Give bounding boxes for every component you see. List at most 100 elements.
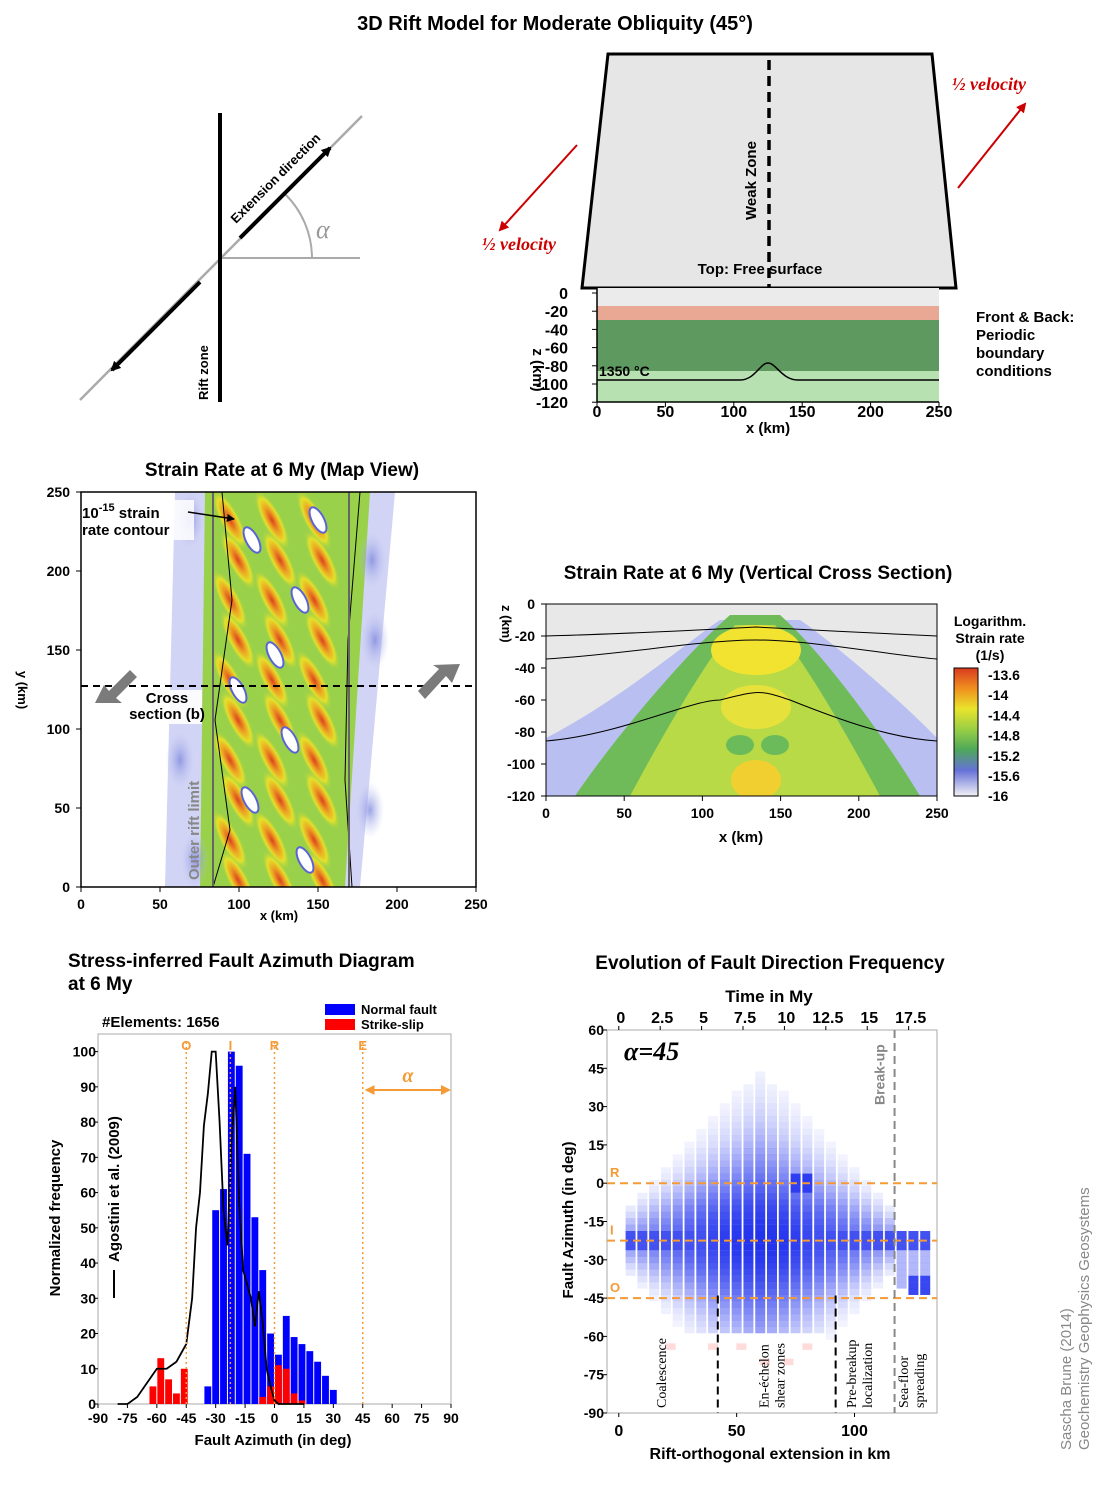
section-strain-z-tick-label: -60	[515, 692, 535, 708]
phase-label: En-échelonshear zones	[758, 1343, 789, 1408]
normal-fault-bar	[267, 1333, 274, 1404]
strain-streak	[303, 689, 341, 751]
heatmap-cell	[649, 1294, 660, 1302]
heatmap-cell	[696, 1320, 707, 1327]
half-velocity-label-left: ½ velocity	[482, 234, 557, 254]
heatmap-cell	[743, 1148, 754, 1155]
heatmap-cell	[743, 1109, 754, 1117]
histogram-y-tick-label: 70	[80, 1149, 96, 1165]
heatmap-cell	[896, 1256, 907, 1264]
strike-slip-bar	[149, 1386, 157, 1404]
heatmap-cell	[625, 1243, 636, 1251]
heatmap-top-tick-label: 12.5	[812, 1010, 843, 1027]
heatmap-cell	[649, 1288, 660, 1295]
heatmap-cell	[625, 1231, 636, 1238]
section-z-tick-label: 0	[559, 286, 568, 303]
strain-streak	[295, 569, 333, 631]
contour-strain-word: strain	[115, 505, 160, 522]
heatmap-cell	[814, 1173, 825, 1181]
heatmap-cell	[825, 1154, 836, 1161]
heatmap-cell	[790, 1173, 801, 1181]
heatmap-cell	[731, 1275, 742, 1283]
heatmap-cell	[825, 1269, 836, 1276]
heatmap-cell	[814, 1301, 825, 1308]
heatmap-cell	[837, 1199, 848, 1206]
heatmap-cell	[696, 1186, 707, 1193]
heatmap-top-axis-label: Time in My	[725, 987, 813, 1006]
heatmap-cell	[696, 1199, 707, 1206]
heatmap-cell	[684, 1326, 695, 1334]
heatmap-cell	[755, 1135, 766, 1142]
heatmap-cell	[743, 1307, 754, 1315]
heatmap-cell	[672, 1167, 683, 1174]
heatmap-cell	[708, 1116, 719, 1123]
heatmap-cell	[637, 1218, 648, 1225]
heatmap-cell	[696, 1282, 707, 1289]
heatmap-x-label: Rift-orthogonal extension in km	[650, 1446, 891, 1463]
heatmap-cell	[743, 1192, 754, 1200]
colorbar-tick-label: -15.6	[988, 768, 1020, 784]
heatmap-cell	[672, 1205, 683, 1212]
heatmap-cell	[743, 1103, 754, 1110]
section-strain-z-ticks: 0 -20 -40 -60 -80 -100 -120	[507, 596, 546, 804]
heatmap-cell	[873, 1256, 884, 1264]
heatmap-cell	[708, 1269, 719, 1276]
heatmap-cell	[825, 1211, 836, 1219]
section-strain-x-label: x (km)	[719, 829, 763, 846]
heatmap-cell	[849, 1167, 860, 1174]
heatmap-cell	[825, 1243, 836, 1251]
heatmap-cell	[755, 1307, 766, 1315]
strain-gap	[265, 641, 285, 669]
heatmap-cell	[790, 1116, 801, 1123]
heatmap-cell	[814, 1186, 825, 1193]
heatmap-cell	[731, 1186, 742, 1193]
heatmap-cell	[837, 1173, 848, 1181]
heatmap-cell	[684, 1307, 695, 1315]
strike-slip-cell	[802, 1343, 813, 1350]
heatmap-cell	[719, 1141, 730, 1149]
heatmap-cell	[743, 1205, 754, 1212]
strain-gap	[240, 786, 260, 814]
histogram-x-tick-label: 0	[271, 1410, 279, 1426]
normal-fault-bar	[204, 1386, 212, 1404]
heatmap-cell	[814, 1288, 825, 1295]
heatmap-cell	[755, 1192, 766, 1200]
histogram-x-tick-label: 30	[326, 1410, 342, 1426]
heatmap-cell	[719, 1128, 730, 1136]
heatmap-cell	[660, 1231, 671, 1238]
heatmap-cell	[660, 1205, 671, 1212]
heatmap-cell	[743, 1224, 754, 1232]
section-x-tick-label: 200	[857, 404, 884, 421]
map-y-tick-label: 0	[62, 879, 70, 895]
heatmap-cell	[660, 1250, 671, 1257]
section-strain-x-tick-label: 0	[542, 805, 550, 821]
map-y-tick-label: 100	[47, 721, 71, 737]
heatmap-cell	[873, 1199, 884, 1206]
heatmap-cell	[814, 1231, 825, 1238]
heatmap-cell	[755, 1211, 766, 1219]
strain-streak	[261, 609, 299, 671]
heatmap-cell	[825, 1173, 836, 1181]
heatmap-cell	[802, 1231, 813, 1238]
colorbar-ticks: -13.6 -14 -14.4 -14.8 -15.2 -15.6 -16	[988, 667, 1020, 804]
heatmap-cell	[767, 1269, 777, 1276]
heatmap-cell	[790, 1320, 801, 1327]
heatmap-cell	[672, 1192, 683, 1200]
map-x-tick-label: 250	[464, 896, 488, 912]
heatmap-cell	[743, 1256, 754, 1264]
heatmap-cell	[837, 1256, 848, 1264]
strike-slip-bar	[165, 1379, 173, 1404]
heatmap-cell	[637, 1211, 648, 1219]
heatmap-cell	[861, 1237, 872, 1244]
heatmap-cell	[755, 1224, 766, 1232]
heatmap-cell	[778, 1122, 789, 1129]
heatmap-cell	[708, 1307, 719, 1315]
air-layer	[597, 288, 939, 306]
heatmap-cell	[814, 1160, 825, 1168]
heatmap-cell	[637, 1282, 648, 1289]
normal-fault-bar	[298, 1344, 306, 1404]
heatmap-cell	[849, 1199, 860, 1206]
heatmap-cell	[802, 1211, 813, 1219]
heatmap-cell	[849, 1243, 860, 1251]
normal-fault-bar	[227, 1051, 235, 1404]
